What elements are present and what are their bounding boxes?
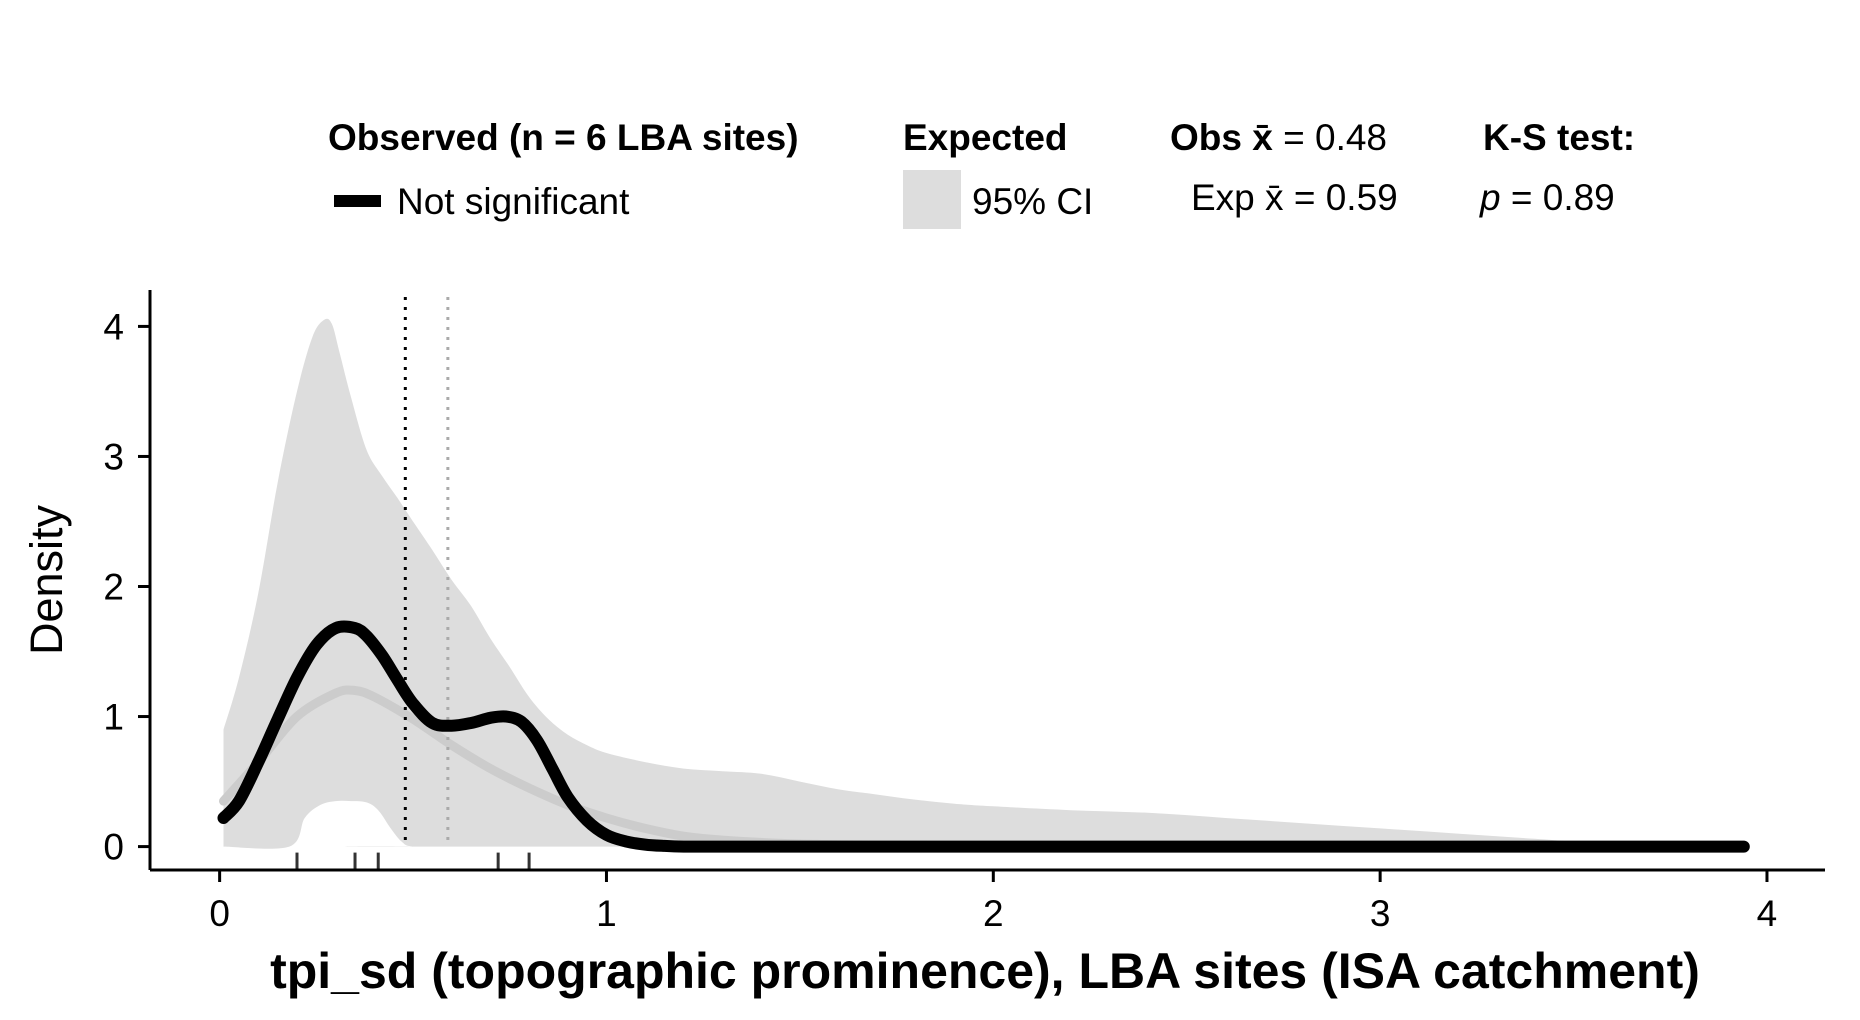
legend-ci-swatch xyxy=(903,170,961,229)
y-tick-label: 0 xyxy=(103,827,124,868)
y-axis-ticks: 0 1 2 3 4 xyxy=(103,306,150,868)
expected-ci-band xyxy=(223,318,1729,849)
x-tick-label: 4 xyxy=(1757,893,1778,934)
x-axis-ticks: 0 1 2 3 4 xyxy=(209,870,1777,934)
legend-observed-title: Observed (n = 6 LBA sites) xyxy=(328,117,799,158)
x-tick-label: 3 xyxy=(1370,893,1391,934)
legend-ci-label: 95% CI xyxy=(972,181,1093,222)
legend-observed-label: Not significant xyxy=(397,181,630,222)
x-tick-label: 0 xyxy=(209,893,230,934)
legend-ks-p-value: = 0.89 xyxy=(1511,177,1615,218)
y-tick-label: 4 xyxy=(103,306,124,347)
observed-density-curve xyxy=(217,620,1750,853)
rug-marks xyxy=(295,852,531,869)
legend-ks-p-symbol: p xyxy=(1479,177,1501,218)
legend-obs-mean-value: = 0.48 xyxy=(1283,117,1387,158)
x-axis-title: tpi_sd (topographic prominence), LBA sit… xyxy=(270,943,1700,999)
y-tick-label: 3 xyxy=(103,436,124,477)
legend-exp-mean-label: Exp xyxy=(1191,177,1255,218)
legend-ks-p: p = 0.89 xyxy=(1479,177,1615,218)
y-tick-label: 2 xyxy=(103,567,124,608)
plot-area xyxy=(217,297,1750,869)
legend-obs-mean: Obs x̄ = 0.48 xyxy=(1170,117,1387,158)
legend-expected-title: Expected xyxy=(903,117,1068,158)
x-tick-label: 1 xyxy=(596,893,617,934)
y-axis-title: Density xyxy=(21,504,72,655)
legend: Observed (n = 6 LBA sites) Not significa… xyxy=(328,117,1635,229)
legend-exp-mean-value: = 0.59 xyxy=(1294,177,1398,218)
legend-obs-mean-symbol: x̄ xyxy=(1252,117,1273,158)
axes: 0 1 2 3 4 0 1 2 3 4 xyxy=(103,290,1825,934)
x-tick-label: 2 xyxy=(983,893,1004,934)
legend-obs-mean-label: Obs xyxy=(1170,117,1242,158)
legend-exp-mean: Exp x̄ = 0.59 xyxy=(1191,177,1398,218)
legend-exp-mean-symbol: x̄ xyxy=(1265,177,1284,218)
y-tick-label: 1 xyxy=(103,697,124,738)
legend-ks-title: K-S test: xyxy=(1483,117,1635,158)
